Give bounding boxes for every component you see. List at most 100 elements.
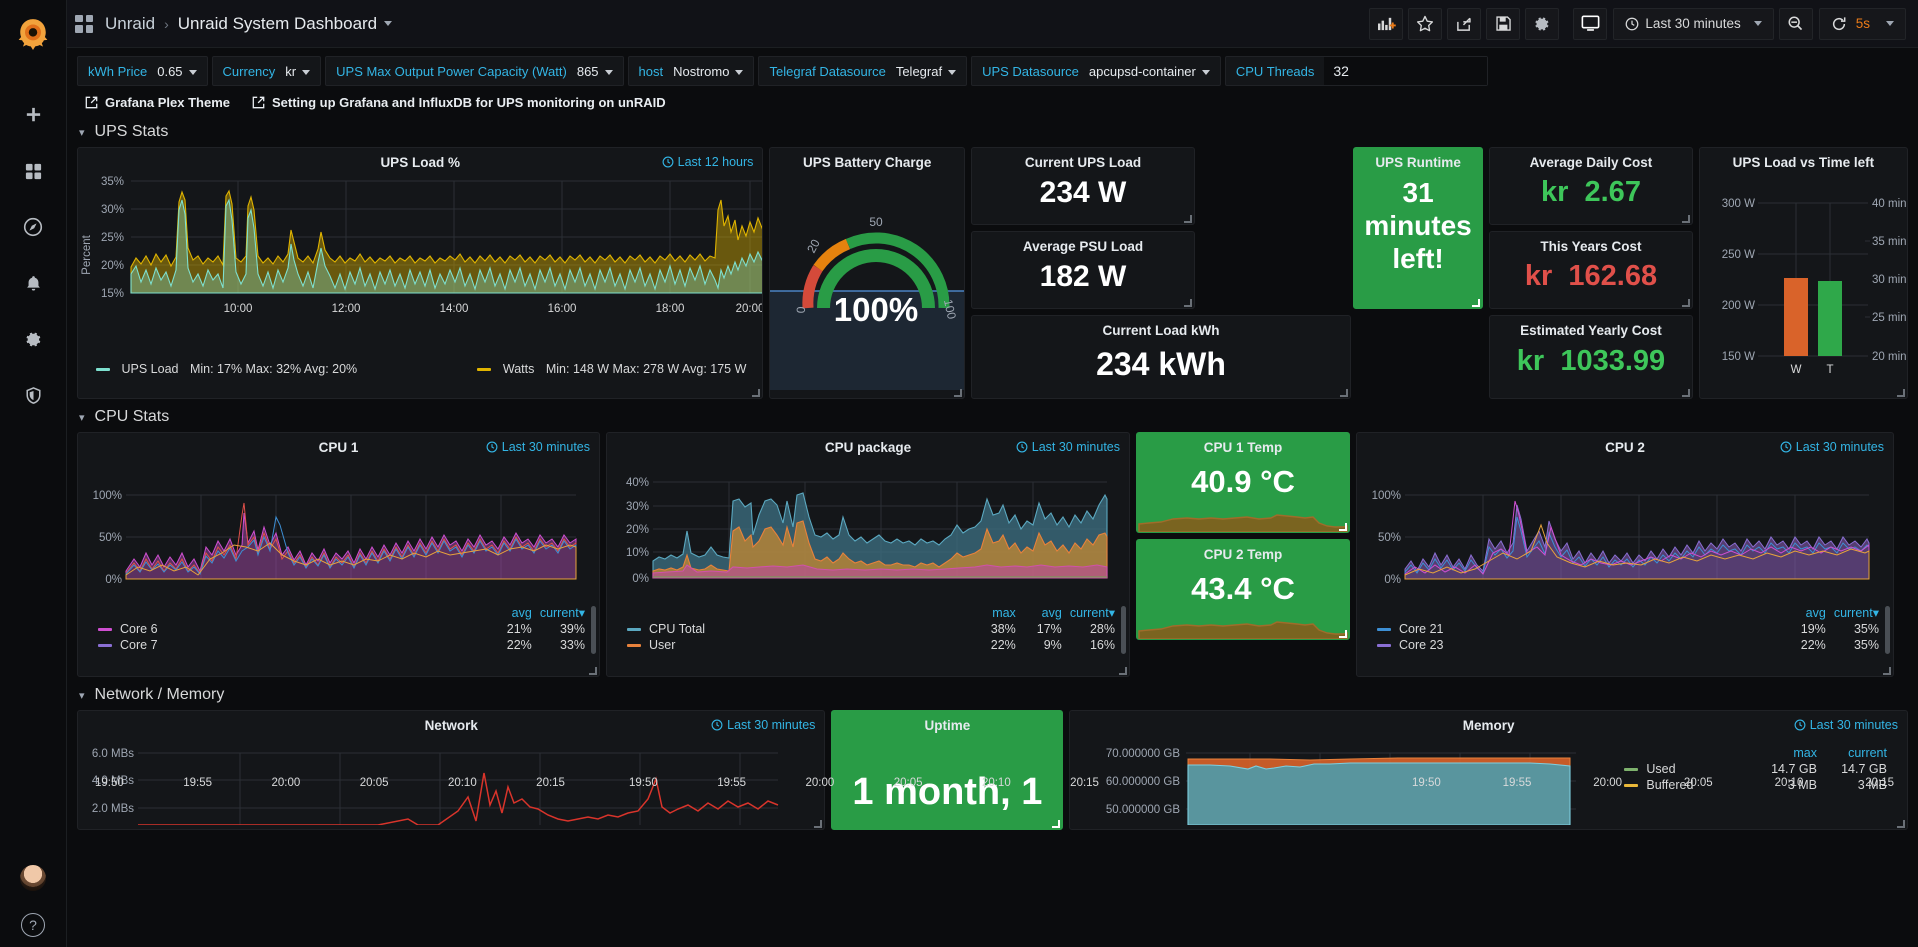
legend-scrollbar[interactable]	[591, 606, 596, 654]
explore-compass-icon[interactable]	[18, 212, 48, 242]
section-header-cpu-stats[interactable]: ▾ CPU Stats	[67, 399, 1918, 432]
save-button[interactable]	[1486, 7, 1521, 40]
star-button[interactable]	[1408, 7, 1443, 40]
legend-scrollbar[interactable]	[1885, 606, 1890, 654]
stat-value: kr 1033.99	[1516, 345, 1666, 377]
variable-label: Telegraf Datasource	[769, 63, 886, 79]
section-title: CPU Stats	[94, 408, 170, 425]
panel-cpu-2-temp: CPU 2 Temp 43.4 °C	[1136, 539, 1350, 640]
svg-text:40 min: 40 min	[1872, 198, 1907, 210]
panel-title: This Years Cost	[1540, 239, 1642, 254]
variable-label: UPS Max Output Power Capacity (Watt)	[336, 63, 567, 79]
legend-item[interactable]: UPS Load Min: 17% Max: 32% Avg: 20%	[96, 362, 357, 376]
panel-resize-handle[interactable]	[589, 667, 597, 675]
variable-value[interactable]: apcupsd-container	[1089, 64, 1210, 79]
panel-title: Average Daily Cost	[1529, 155, 1653, 170]
share-button[interactable]	[1447, 7, 1482, 40]
panel-resize-handle[interactable]	[1681, 299, 1690, 307]
dashboards-icon[interactable]	[18, 156, 48, 186]
chevron-down-icon[interactable]	[384, 21, 393, 26]
legend-col-avg[interactable]: avg	[1805, 605, 1826, 620]
link-label: Grafana Plex Theme	[105, 95, 230, 110]
section-header-ups-stats[interactable]: ▾ UPS Stats	[67, 114, 1918, 147]
panel-resize-handle[interactable]	[1052, 820, 1061, 828]
variable-value[interactable]: 865	[577, 64, 613, 79]
configuration-gear-icon[interactable]	[18, 324, 48, 354]
refresh-picker[interactable]: 5s	[1818, 7, 1906, 40]
svg-text:200 W: 200 W	[1722, 300, 1755, 312]
svg-text:18:00: 18:00	[656, 303, 685, 315]
panel-resize-handle[interactable]	[1340, 389, 1348, 397]
panel-resize-handle[interactable]	[1339, 523, 1347, 531]
variable-value[interactable]: 0.65	[157, 64, 197, 79]
legend-col-current[interactable]: current▾	[1833, 606, 1879, 620]
dashboard-links-row: Grafana Plex Theme Setting up Grafana an…	[67, 90, 1918, 114]
avatar[interactable]	[20, 865, 46, 891]
dashboard-link-grafana-plex-theme[interactable]: Grafana Plex Theme	[85, 95, 230, 110]
legend-scrollbar[interactable]	[1121, 606, 1126, 654]
panel-resize-handle[interactable]	[1896, 389, 1905, 397]
variable-cpu-threads[interactable]: CPU Threads	[1224, 56, 1489, 86]
variable-label: CPU Threads	[1235, 63, 1315, 79]
variable-telegraf-datasource[interactable]: Telegraf Datasource Telegraf	[758, 56, 968, 86]
legend-col-max[interactable]: max	[1793, 746, 1817, 760]
panel-time-override: Last 30 minutes	[1794, 718, 1898, 732]
variable-host[interactable]: host Nostromo	[627, 56, 755, 86]
variable-value[interactable]: Telegraf	[896, 64, 957, 79]
legend-item[interactable]: Watts Min: 148 W Max: 278 W Avg: 175 W	[477, 362, 746, 376]
legend-col-max[interactable]: max	[992, 605, 1016, 620]
panel-resize-handle[interactable]	[1883, 667, 1891, 675]
chevron-down-icon[interactable]	[1886, 21, 1894, 26]
legend-col-current[interactable]: current▾	[1069, 606, 1115, 620]
server-admin-shield-icon[interactable]	[18, 380, 48, 410]
panel-resize-handle[interactable]	[752, 389, 761, 397]
tv-mode-button[interactable]	[1573, 7, 1608, 40]
panel-memory: Memory Last 30 minutes 70.000000 GB 60.0…	[1069, 710, 1908, 830]
variable-kwh-price[interactable]: kWh Price 0.65	[77, 56, 208, 86]
legend-stats: Min: 148 W Max: 278 W Avg: 175 W	[545, 362, 747, 376]
chevron-down-icon	[948, 69, 957, 75]
legend-swatch	[1377, 644, 1391, 648]
dashboard-link-ups-monitoring-guide[interactable]: Setting up Grafana and InfluxDB for UPS …	[252, 95, 666, 110]
panel-resize-handle[interactable]	[1119, 667, 1127, 675]
panel-resize-handle[interactable]	[1681, 389, 1690, 397]
variable-value[interactable]: kr	[285, 64, 311, 79]
cpu-threads-input[interactable]	[1324, 57, 1488, 85]
panel-title: CPU 1	[318, 440, 359, 455]
panel-title: UPS Load %	[380, 155, 460, 170]
panel-resize-handle[interactable]	[1339, 630, 1347, 638]
create-icon[interactable]	[18, 100, 48, 130]
panel-resize-handle[interactable]	[954, 389, 962, 397]
help-icon[interactable]: ?	[21, 913, 45, 937]
legend-swatch	[98, 628, 112, 632]
alerting-bell-icon[interactable]	[18, 268, 48, 298]
ups-stats-row: UPS Load % Last 12 hours 35% 30% 25% 20%…	[67, 147, 1918, 399]
panel-resize-handle[interactable]	[1184, 215, 1192, 223]
svg-text:0: 0	[794, 306, 808, 313]
variable-ups-datasource[interactable]: UPS Datasource apcupsd-container	[971, 56, 1221, 86]
dashboard-settings-button[interactable]	[1525, 7, 1560, 40]
chevron-down-icon[interactable]	[1753, 21, 1762, 26]
panel-resize-handle[interactable]	[1472, 299, 1481, 307]
zoom-out-button[interactable]	[1778, 7, 1813, 40]
dashboard-folder-icon[interactable]	[75, 14, 93, 33]
legend-row: Core 6 21% 39%	[94, 621, 589, 637]
section-header-network-memory[interactable]: ▾ Network / Memory	[67, 677, 1918, 710]
breadcrumb-folder[interactable]: Unraid	[105, 13, 156, 33]
legend-col-current[interactable]: current▾	[539, 606, 585, 620]
variable-ups-max-output-power-capacity[interactable]: UPS Max Output Power Capacity (Watt) 865	[325, 56, 624, 86]
time-range-picker[interactable]: Last 30 minutes	[1613, 7, 1774, 40]
legend-col-avg[interactable]: avg	[1041, 605, 1062, 620]
panel-resize-handle[interactable]	[1896, 820, 1905, 828]
variable-currency[interactable]: Currency kr	[211, 56, 322, 86]
page-title[interactable]: Unraid System Dashboard	[177, 13, 378, 33]
panel-resize-handle[interactable]	[814, 820, 823, 828]
chevron-down-icon	[604, 69, 613, 75]
add-panel-button[interactable]	[1369, 7, 1404, 40]
legend-col-avg[interactable]: avg	[511, 605, 532, 620]
legend-col-current[interactable]: current	[1848, 746, 1887, 760]
grafana-logo-icon[interactable]	[7, 8, 59, 60]
variable-value[interactable]: Nostromo	[673, 64, 744, 79]
panel-resize-handle[interactable]	[1184, 299, 1192, 307]
panel-resize-handle[interactable]	[1681, 215, 1690, 223]
